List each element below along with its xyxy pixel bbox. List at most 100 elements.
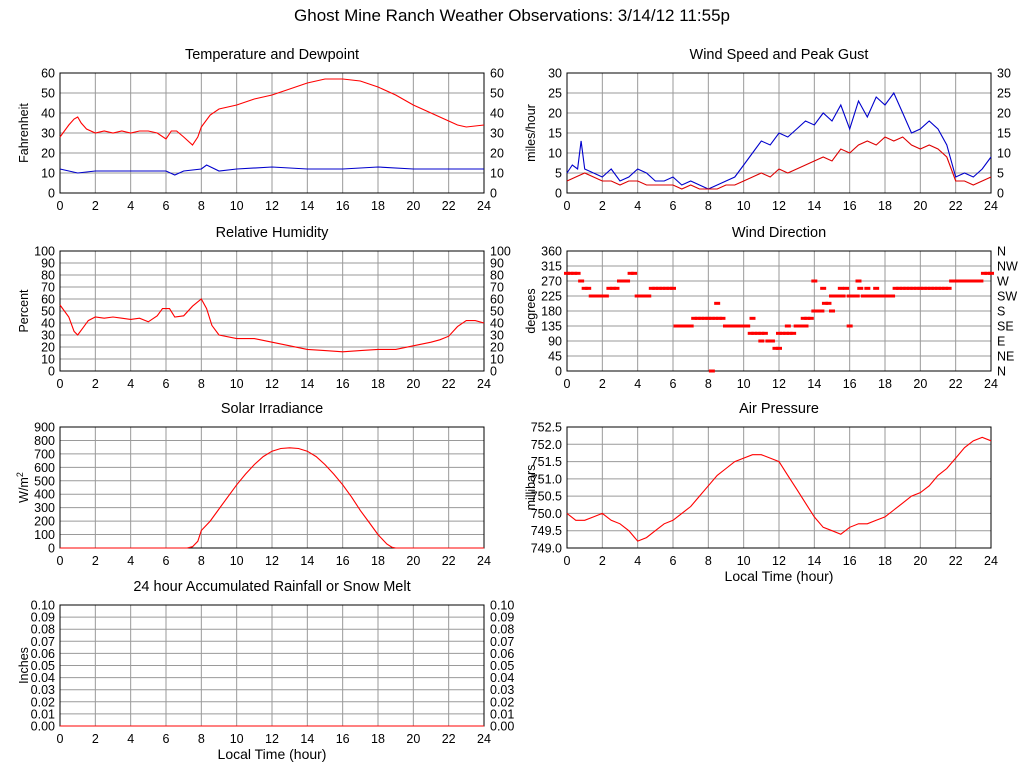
wind-direction-point bbox=[662, 286, 669, 290]
wind-direction-point bbox=[906, 286, 913, 290]
wind-direction-xtick: 10 bbox=[737, 377, 751, 391]
humidity-ytick-right: 100 bbox=[490, 245, 511, 259]
rainfall-xtick: 8 bbox=[198, 732, 205, 746]
wind-direction-point bbox=[857, 286, 864, 290]
wind-direction-point bbox=[949, 279, 956, 283]
humidity-xtick: 12 bbox=[265, 377, 279, 391]
wind-direction-xtick: 12 bbox=[772, 377, 786, 391]
solar-xtick: 10 bbox=[230, 554, 244, 568]
pressure-xtick: 4 bbox=[634, 554, 641, 568]
rainfall-ytick: 0.08 bbox=[31, 623, 55, 637]
wind-speed-xtick: 24 bbox=[984, 199, 998, 213]
pressure-ytick: 751.0 bbox=[531, 472, 562, 486]
wind-direction-point bbox=[885, 294, 892, 298]
solar-xtick: 6 bbox=[163, 554, 170, 568]
wind-speed-xtick: 2 bbox=[599, 199, 606, 213]
wind-direction-point bbox=[620, 279, 627, 283]
rainfall-ytick-right: 0.01 bbox=[490, 707, 514, 721]
pressure-title: Air Pressure bbox=[739, 401, 819, 417]
temperature-ytick: 60 bbox=[41, 67, 55, 81]
temperature-ytick-right: 50 bbox=[490, 87, 504, 101]
humidity-ytick: 20 bbox=[41, 341, 55, 355]
wind-direction-point bbox=[588, 294, 595, 298]
wind-direction-ytick-right: N bbox=[997, 365, 1006, 379]
solar-xtick: 14 bbox=[300, 554, 314, 568]
wind-direction-point bbox=[899, 286, 906, 290]
rainfall-ytick-right: 0.07 bbox=[490, 635, 514, 649]
solar-ytick: 400 bbox=[34, 488, 55, 502]
temperature-xtick: 10 bbox=[230, 199, 244, 213]
wind-direction-point bbox=[758, 339, 765, 343]
wind-speed-ytick-right: 25 bbox=[997, 87, 1011, 101]
wind-direction-point bbox=[786, 331, 793, 335]
temperature-ytick-right: 40 bbox=[490, 107, 504, 121]
humidity-xtick: 22 bbox=[442, 377, 456, 391]
wind-direction-point bbox=[599, 294, 606, 298]
wind-speed-ytick: 25 bbox=[548, 87, 562, 101]
temperature-xtick: 18 bbox=[371, 199, 385, 213]
wind-direction-point bbox=[938, 286, 945, 290]
wind-speed-ytick-right: 30 bbox=[997, 67, 1011, 81]
pressure-ytick: 751.5 bbox=[531, 455, 562, 469]
temperature-xtick: 8 bbox=[198, 199, 205, 213]
wind-direction-point bbox=[631, 271, 638, 275]
wind-direction-point bbox=[655, 286, 662, 290]
wind-speed-ylabel: miles/hour bbox=[524, 104, 538, 162]
wind-direction-ytick: 315 bbox=[541, 260, 562, 274]
wind-direction-point bbox=[747, 331, 754, 335]
temperature-ytick: 0 bbox=[48, 187, 55, 201]
pressure-plot-frame bbox=[566, 426, 992, 549]
temperature-xtick: 6 bbox=[163, 199, 170, 213]
wind-speed-xtick: 12 bbox=[772, 199, 786, 213]
rainfall-xtick: 18 bbox=[371, 732, 385, 746]
rainfall-xtick: 12 bbox=[265, 732, 279, 746]
wind-direction-point bbox=[694, 316, 701, 320]
wind-direction-point bbox=[592, 294, 599, 298]
wind-speed-ytick-right: 0 bbox=[997, 187, 1004, 201]
temperature-ytick: 20 bbox=[41, 147, 55, 161]
wind-direction-point bbox=[797, 324, 804, 328]
temperature-ytick-right: 30 bbox=[490, 127, 504, 141]
solar-xtick: 12 bbox=[265, 554, 279, 568]
solar-ytick: 800 bbox=[34, 434, 55, 448]
humidity-ytick-right: 60 bbox=[490, 293, 504, 307]
wind-direction-point bbox=[874, 294, 881, 298]
rainfall-ytick-right: 0.00 bbox=[490, 720, 514, 734]
humidity-ytick-right: 90 bbox=[490, 257, 504, 271]
wind-direction-point bbox=[749, 316, 756, 320]
wind-direction-point bbox=[578, 279, 585, 283]
wind-direction-point bbox=[733, 324, 740, 328]
wind-direction-point bbox=[942, 286, 949, 290]
solar-ytick: 100 bbox=[34, 528, 55, 542]
wind-direction-xtick: 18 bbox=[878, 377, 892, 391]
pressure-xtick: 16 bbox=[843, 554, 857, 568]
wind-direction-point bbox=[878, 294, 885, 298]
wind-speed-ytick-right: 5 bbox=[997, 167, 1004, 181]
wind-direction-point bbox=[627, 271, 634, 275]
pressure-xtick: 24 bbox=[984, 554, 998, 568]
wind-direction-point bbox=[956, 279, 963, 283]
wind-direction-point bbox=[800, 316, 807, 320]
humidity-ytick-right: 70 bbox=[490, 281, 504, 295]
wind-direction-point bbox=[853, 294, 860, 298]
humidity-ytick: 0 bbox=[48, 365, 55, 379]
wind-speed-ytick: 0 bbox=[555, 187, 562, 201]
wind-speed-xtick: 22 bbox=[949, 199, 963, 213]
wind-direction-title: Wind Direction bbox=[732, 225, 826, 241]
wind-direction-point bbox=[804, 316, 811, 320]
wind-direction-point bbox=[645, 294, 652, 298]
wind-direction-point bbox=[793, 324, 800, 328]
wind-direction-point bbox=[836, 294, 843, 298]
humidity-ytick: 30 bbox=[41, 329, 55, 343]
solar-xtick: 8 bbox=[198, 554, 205, 568]
wind-direction-point bbox=[659, 286, 666, 290]
wind-speed-xtick: 4 bbox=[634, 199, 641, 213]
humidity-ytick: 60 bbox=[41, 293, 55, 307]
wind-direction-ytick: 225 bbox=[541, 290, 562, 304]
wind-direction-point bbox=[837, 286, 844, 290]
humidity-ytick: 100 bbox=[34, 245, 55, 259]
